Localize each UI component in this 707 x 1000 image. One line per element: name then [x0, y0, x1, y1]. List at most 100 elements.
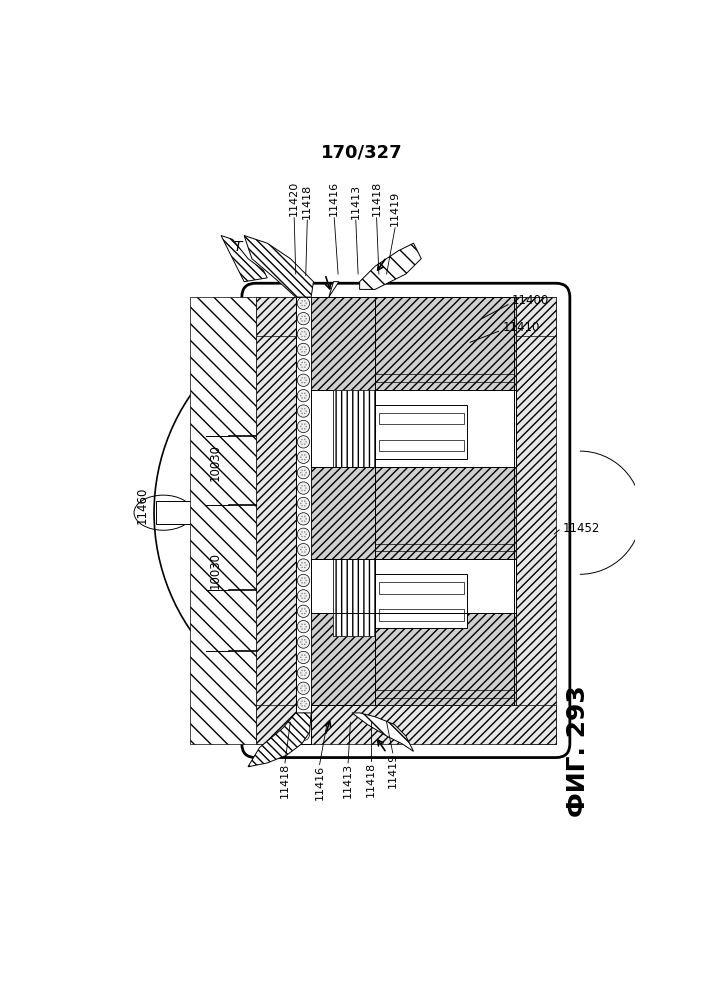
Circle shape — [301, 470, 303, 471]
Text: 11400: 11400 — [512, 294, 549, 307]
Circle shape — [300, 518, 301, 520]
Circle shape — [305, 487, 307, 489]
Circle shape — [297, 405, 310, 417]
Circle shape — [300, 580, 301, 581]
Bar — [311, 613, 516, 705]
Bar — [256, 297, 556, 336]
Circle shape — [301, 300, 303, 302]
Circle shape — [301, 397, 303, 399]
Circle shape — [301, 701, 303, 702]
Polygon shape — [248, 713, 311, 767]
Circle shape — [301, 520, 303, 522]
Circle shape — [301, 443, 303, 445]
Circle shape — [301, 608, 303, 610]
Circle shape — [300, 472, 301, 473]
Circle shape — [300, 318, 301, 319]
Circle shape — [297, 528, 310, 540]
Circle shape — [301, 408, 303, 409]
Circle shape — [301, 644, 303, 645]
Bar — [333, 559, 375, 636]
Circle shape — [305, 456, 307, 458]
Circle shape — [297, 574, 310, 587]
Circle shape — [304, 377, 305, 379]
Circle shape — [304, 597, 305, 599]
Circle shape — [301, 705, 303, 707]
Circle shape — [305, 441, 307, 443]
Text: 11419: 11419 — [387, 753, 398, 788]
Text: 11418: 11418 — [372, 181, 382, 216]
Circle shape — [301, 628, 303, 630]
Circle shape — [305, 549, 307, 550]
Circle shape — [301, 685, 303, 687]
Bar — [333, 559, 375, 636]
Circle shape — [304, 644, 305, 645]
Circle shape — [300, 564, 301, 566]
Circle shape — [304, 659, 305, 661]
Circle shape — [304, 701, 305, 702]
Bar — [375, 574, 467, 628]
Circle shape — [305, 518, 307, 520]
Circle shape — [304, 408, 305, 409]
Circle shape — [305, 379, 307, 381]
Circle shape — [301, 562, 303, 563]
Circle shape — [305, 395, 307, 396]
Circle shape — [300, 626, 301, 627]
Circle shape — [301, 393, 303, 394]
FancyBboxPatch shape — [242, 283, 570, 758]
Circle shape — [301, 490, 303, 491]
Circle shape — [297, 466, 310, 479]
Circle shape — [304, 567, 305, 568]
Circle shape — [301, 593, 303, 594]
Circle shape — [300, 395, 301, 396]
Bar — [311, 297, 516, 389]
Circle shape — [304, 608, 305, 610]
Circle shape — [301, 551, 303, 553]
Circle shape — [304, 731, 305, 733]
Circle shape — [300, 610, 301, 612]
Circle shape — [297, 389, 310, 402]
Bar — [311, 466, 516, 559]
Circle shape — [304, 624, 305, 625]
Circle shape — [304, 716, 305, 717]
Circle shape — [300, 456, 301, 458]
Circle shape — [301, 567, 303, 568]
Circle shape — [304, 547, 305, 548]
Circle shape — [300, 349, 301, 350]
Circle shape — [304, 736, 305, 738]
Circle shape — [304, 362, 305, 363]
Circle shape — [300, 533, 301, 535]
Circle shape — [305, 333, 307, 335]
Circle shape — [301, 500, 303, 502]
Circle shape — [301, 674, 303, 676]
Text: 11416: 11416 — [315, 764, 325, 800]
Circle shape — [304, 520, 305, 522]
Circle shape — [297, 605, 310, 617]
Text: 11413: 11413 — [343, 763, 353, 798]
Circle shape — [297, 374, 310, 386]
Text: 11410: 11410 — [503, 321, 540, 334]
Circle shape — [297, 420, 310, 433]
Circle shape — [297, 713, 310, 725]
Polygon shape — [360, 243, 421, 289]
Circle shape — [301, 654, 303, 656]
Circle shape — [301, 305, 303, 306]
Bar — [333, 389, 375, 466]
Circle shape — [305, 302, 307, 304]
Circle shape — [300, 657, 301, 658]
Circle shape — [301, 423, 303, 425]
Circle shape — [301, 485, 303, 486]
Circle shape — [297, 682, 310, 694]
Bar — [311, 389, 516, 466]
Circle shape — [305, 641, 307, 643]
Circle shape — [301, 536, 303, 537]
Circle shape — [304, 490, 305, 491]
Circle shape — [301, 690, 303, 691]
Circle shape — [304, 562, 305, 563]
Bar — [375, 405, 467, 459]
Circle shape — [304, 351, 305, 353]
Circle shape — [300, 379, 301, 381]
Circle shape — [304, 454, 305, 456]
Text: 11416: 11416 — [329, 181, 339, 216]
Text: 10030: 10030 — [209, 552, 222, 589]
Circle shape — [304, 413, 305, 414]
